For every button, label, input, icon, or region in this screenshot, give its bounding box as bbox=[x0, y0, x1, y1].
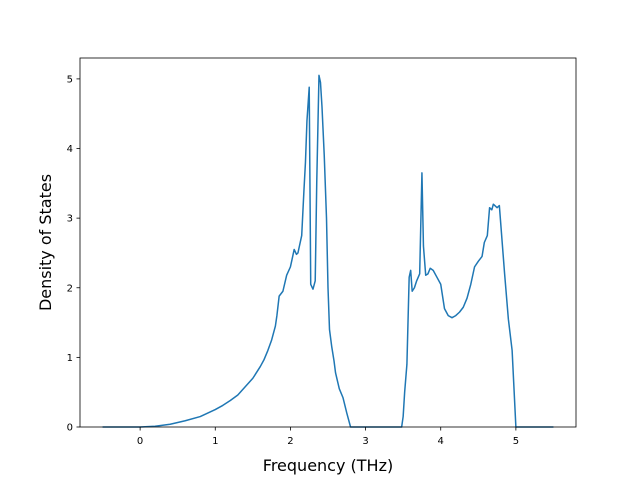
y-tick-label: 4 bbox=[67, 144, 73, 155]
x-tick-label: 4 bbox=[438, 436, 444, 447]
axes-frame bbox=[79, 57, 577, 428]
y-tick-label: 1 bbox=[67, 353, 73, 364]
x-tick-label: 0 bbox=[137, 436, 143, 447]
x-tick-label: 1 bbox=[212, 436, 218, 447]
axis-ticks: 0 1 2 3 4 5 0 1 2 3 4 5 bbox=[67, 74, 519, 447]
dos-series-line bbox=[102, 74, 554, 428]
plot-area bbox=[102, 74, 554, 428]
y-tick-label: 5 bbox=[67, 74, 73, 85]
x-tick-label: 5 bbox=[513, 436, 519, 447]
x-tick-label: 3 bbox=[362, 436, 368, 447]
y-tick-label: 3 bbox=[67, 214, 73, 225]
x-tick-label: 2 bbox=[287, 436, 293, 447]
y-tick-label: 0 bbox=[67, 423, 73, 434]
y-tick-label: 2 bbox=[67, 283, 73, 294]
x-axis-title: Frequency (THz) bbox=[263, 456, 393, 475]
y-axis-title: Density of States bbox=[36, 174, 55, 311]
